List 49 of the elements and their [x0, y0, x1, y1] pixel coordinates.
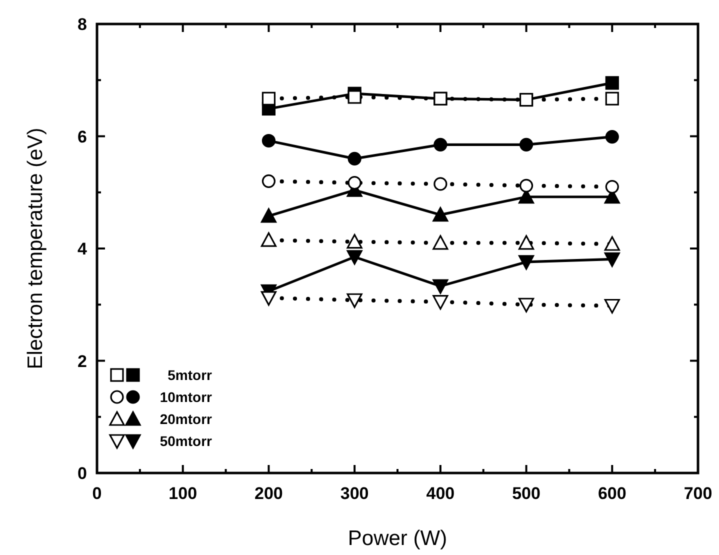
- x-tick-label: 600: [598, 484, 626, 503]
- x-axis-title: Power (W): [348, 527, 448, 550]
- point: [605, 130, 619, 144]
- legend-label: 5mtorr: [168, 367, 213, 383]
- point: [260, 291, 277, 306]
- y-tick-label: 0: [78, 464, 87, 483]
- point: [262, 134, 276, 148]
- point: [605, 76, 619, 90]
- point: [604, 236, 620, 251]
- point: [346, 250, 362, 265]
- y-tick-label: 4: [78, 240, 88, 258]
- point: [605, 92, 619, 106]
- point: [519, 178, 534, 192]
- x-tick-label: 300: [340, 484, 369, 503]
- point: [519, 138, 534, 152]
- legend-label: 20mtorr: [160, 411, 213, 427]
- legend-label: 50mtorr: [160, 433, 213, 449]
- point: [432, 207, 448, 222]
- legend-label: 10mtorr: [160, 389, 213, 405]
- point: [348, 90, 362, 104]
- point: [432, 295, 448, 310]
- y-tick-label: 6: [78, 127, 87, 146]
- point: [518, 298, 534, 312]
- x-tick-label: 700: [684, 484, 712, 503]
- point: [260, 208, 277, 223]
- y-tick-label: 8: [78, 15, 87, 34]
- point: [262, 92, 276, 106]
- point: [518, 255, 534, 270]
- point: [346, 234, 362, 249]
- point: [348, 152, 362, 166]
- point: [432, 235, 448, 250]
- point: [434, 177, 448, 191]
- point: [262, 174, 276, 188]
- x-tick-label: 0: [92, 484, 102, 503]
- x-tick-label: 100: [168, 484, 198, 503]
- point: [604, 298, 620, 314]
- x-tick-label: 200: [254, 484, 283, 503]
- point: [260, 232, 277, 247]
- y-tick-label: 2: [78, 352, 87, 371]
- point: [604, 252, 620, 267]
- y-axis-title: Electron temperature (eV): [24, 128, 47, 370]
- x-tick-label: 500: [512, 484, 540, 503]
- point: [346, 293, 362, 308]
- point: [348, 176, 362, 190]
- point: [434, 138, 448, 152]
- point: [432, 279, 448, 294]
- point: [518, 235, 534, 250]
- point: [605, 180, 619, 194]
- x-tick-label: 400: [426, 484, 455, 503]
